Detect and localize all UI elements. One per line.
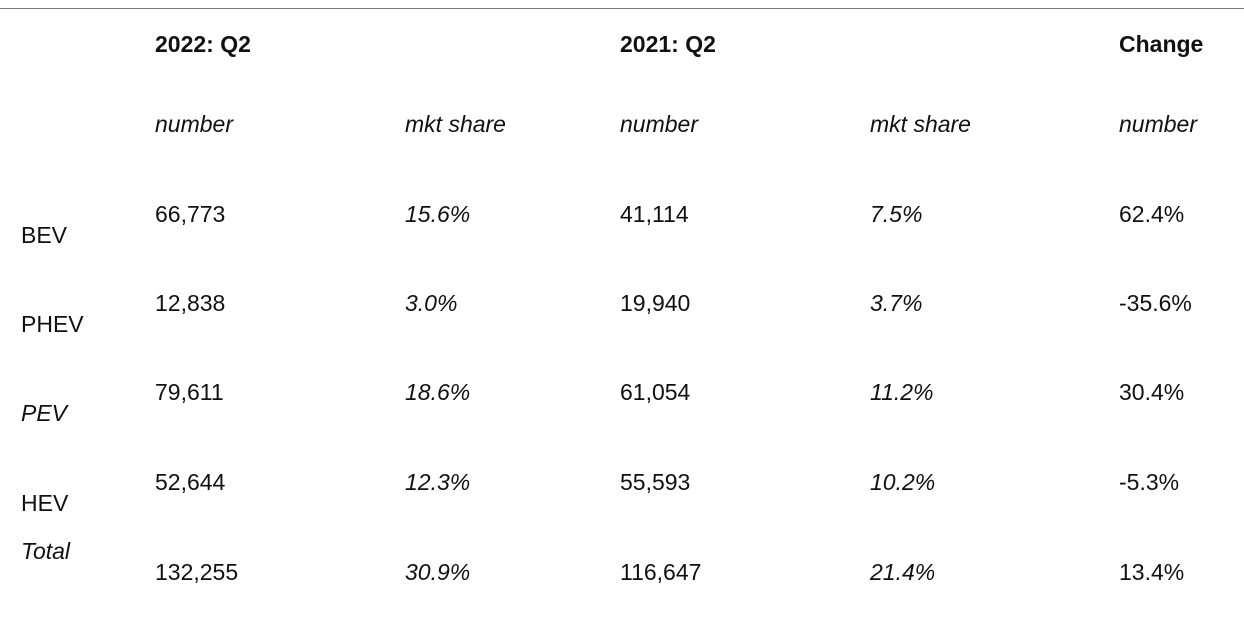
header-change: Change [1119,31,1204,57]
cell-bev-2022-mkt-share: 15.6% [405,201,471,227]
cell-hev-2021-mkt-share: 10.2% [870,469,936,495]
row-label-pev: PEV [21,400,68,426]
row-label-phev: PHEV [21,311,84,337]
cell-pev-2021-number: 61,054 [620,379,691,405]
cell-total-2021-mkt-share: 21.4% [870,559,936,585]
subheader-change-number: number [1119,111,1197,137]
cell-bev-2022-number: 66,773 [155,201,226,227]
cell-phev-2022-number: 12,838 [155,290,226,316]
row-label-hev: HEV [21,490,69,516]
subheader-2022-mkt-share: mkt share [405,111,506,137]
cell-phev-2021-number: 19,940 [620,290,691,316]
cell-bev-2021-mkt-share: 7.5% [870,201,923,227]
row-label-bev: BEV [21,222,68,248]
cell-bev-2021-number: 41,114 [620,201,689,227]
cell-phev-2021-mkt-share: 3.7% [870,290,923,316]
cell-bev-change: 62.4% [1119,201,1185,227]
subheader-2022-number: number [155,111,233,137]
cell-pev-2021-mkt-share: 11.2% [870,379,934,405]
subheader-2021-mkt-share: mkt share [870,111,971,137]
cell-total-2021-number: 116,647 [620,559,702,585]
row-label-total: Total [21,538,71,564]
cell-total-change: 13.4% [1119,559,1185,585]
cell-hev-2021-number: 55,593 [620,469,691,495]
cell-total-2022-number: 132,255 [155,559,239,585]
cell-hev-2022-number: 52,644 [155,469,226,495]
cell-pev-change: 30.4% [1119,379,1185,405]
cell-hev-2022-mkt-share: 12.3% [405,469,471,495]
subheader-2021-number: number [620,111,698,137]
cell-phev-2022-mkt-share: 3.0% [405,290,458,316]
header-2021-q2: 2021: Q2 [620,31,716,57]
top-border-line [0,8,1244,9]
cell-hev-change: -5.3% [1119,469,1180,495]
cell-pev-2022-number: 79,611 [155,379,224,405]
cell-total-2022-mkt-share: 30.9% [405,559,471,585]
cell-phev-change: -35.6% [1119,290,1192,316]
header-2022-q2: 2022: Q2 [155,31,251,57]
cell-pev-2022-mkt-share: 18.6% [405,379,471,405]
